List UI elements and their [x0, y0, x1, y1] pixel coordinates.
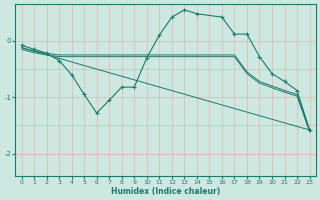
X-axis label: Humidex (Indice chaleur): Humidex (Indice chaleur) [111, 187, 220, 196]
